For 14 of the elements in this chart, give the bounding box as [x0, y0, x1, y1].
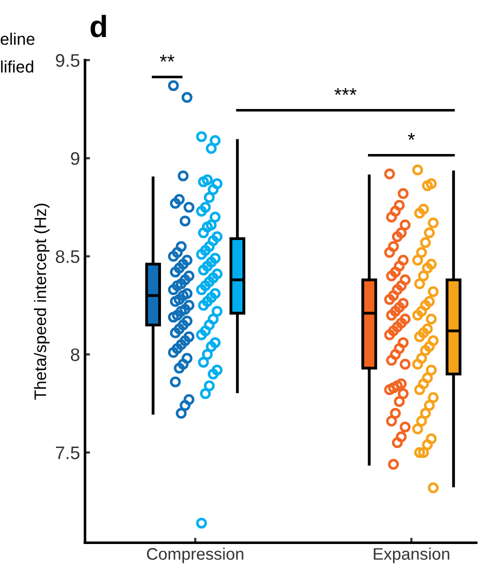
- chart-title: d: [90, 14, 106, 38]
- y-tick-label: 9: [70, 152, 80, 165]
- annotation: **: [160, 54, 174, 62]
- text: eline: [0, 32, 34, 45]
- y-tick-label: 8: [70, 348, 80, 362]
- annotation: *: [408, 132, 415, 140]
- x-tick-label: Compression: [147, 548, 244, 564]
- annotation: ***: [334, 88, 357, 95]
- text: lified: [1, 60, 34, 73]
- y-axis-title: Theta/speed intercept (Hz): [34, 204, 50, 400]
- y-tick-label: 9.5: [56, 54, 80, 67]
- y-tick-label: 8.5: [56, 250, 80, 264]
- x-tick-label: Expansion: [374, 548, 450, 564]
- y-tick-label: 7.5: [56, 446, 80, 460]
